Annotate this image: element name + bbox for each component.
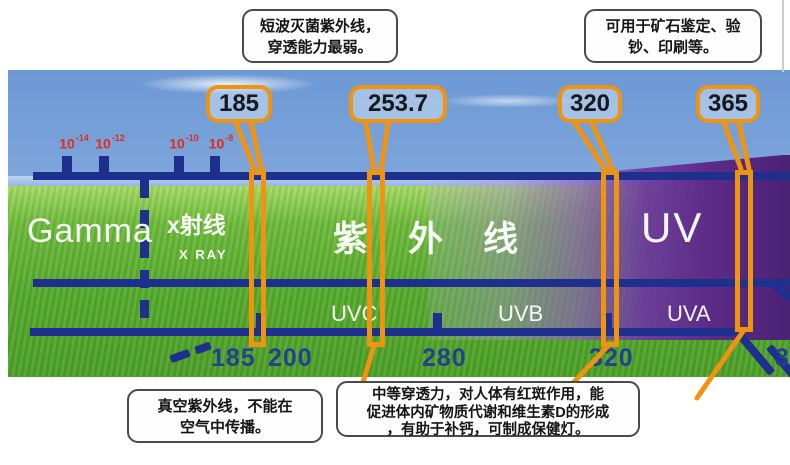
spectrum-top-line xyxy=(33,172,790,180)
gamma-xray-divider xyxy=(140,180,149,327)
callout-uvc-germicidal: 短波灭菌紫外线， 穿透能力最弱。 xyxy=(242,9,398,63)
scale-tick-320 xyxy=(603,313,612,329)
wavelength-exponent-label: 10-10 xyxy=(165,133,203,152)
wavelength-exponent-label: 10-8 xyxy=(202,133,240,152)
scale-value-320: 320 xyxy=(589,344,634,372)
exponent-sup: -14 xyxy=(75,133,89,143)
marker-320nm xyxy=(601,170,619,347)
marker-365nm xyxy=(735,170,753,332)
marker-185nm xyxy=(249,170,266,347)
callout-uva-uses: 可用于矿石鉴定、验 钞、印刷等。 xyxy=(584,9,762,63)
scale-value-200: 200 xyxy=(268,344,313,372)
band-label-xray-cn: x射线 xyxy=(167,212,226,238)
scale-tick xyxy=(99,156,109,173)
band-label-ultraviolet-cn: 紫外线 xyxy=(333,220,559,259)
cloud xyxy=(438,94,578,108)
scale-value-280: 280 xyxy=(422,344,467,372)
scale-tick xyxy=(174,156,184,173)
exponent-sup: -8 xyxy=(225,133,234,143)
wavelength-exponent-label: 10-14 xyxy=(55,133,93,152)
wavelength-plate-320: 320 xyxy=(558,85,622,123)
band-label-uv: UV xyxy=(641,204,704,251)
callout-vacuum-uv: 真空紫外线，不能在 空气中传播。 xyxy=(127,389,323,443)
cloud xyxy=(138,74,318,94)
scale-value-clipped: 3 xyxy=(775,344,790,372)
exponent-base: 10 xyxy=(59,135,75,152)
band-label-gamma: Gamma xyxy=(27,212,153,250)
band-label-xray-en: X RAY xyxy=(179,247,228,262)
spectrum-middle-line xyxy=(33,279,790,287)
callout-uvb-effects: 中等穿透力，对人体有红斑作用，能 促进体内矿物质代谢和维生素D的形成 ，有助于补… xyxy=(336,381,640,438)
exponent-base: 10 xyxy=(169,135,185,152)
corner-divider-line xyxy=(782,0,784,72)
band-label-uvb: UVB xyxy=(498,301,544,326)
marker-253-7nm xyxy=(367,170,385,347)
uv-purple-wedge xyxy=(428,155,790,340)
scale-tick-200 xyxy=(256,313,265,329)
scale-tick xyxy=(62,156,72,173)
wavelength-plate-253-7: 253.7 xyxy=(349,85,447,123)
scale-tick-280 xyxy=(433,313,442,329)
band-label-uva: UVA xyxy=(667,301,711,326)
exponent-sup: -12 xyxy=(111,133,125,143)
scale-value-185: 185 xyxy=(211,344,256,372)
exponent-sup: -10 xyxy=(185,133,199,143)
wavelength-plate-185: 185 xyxy=(206,85,272,123)
exponent-base: 10 xyxy=(208,135,225,152)
wavelength-plate-365: 365 xyxy=(696,85,760,123)
scale-tick xyxy=(210,156,220,173)
exponent-base: 10 xyxy=(95,135,111,152)
wavelength-exponent-label: 10-12 xyxy=(91,133,129,152)
